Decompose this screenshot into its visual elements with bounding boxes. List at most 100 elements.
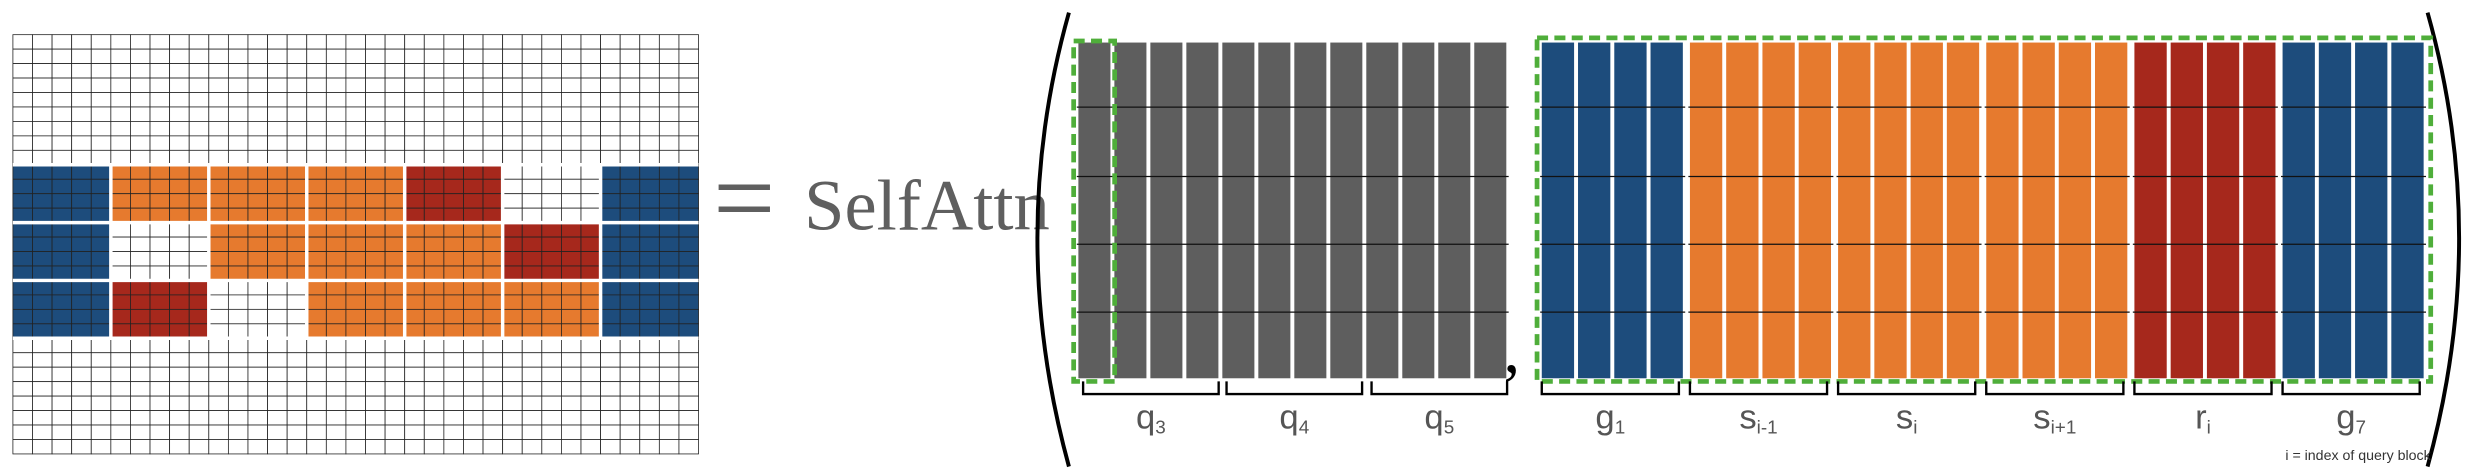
grid-cell [423,308,445,325]
grid-cell [658,236,680,252]
grid-cell [443,352,464,368]
grid-cell [541,135,562,151]
label-sub: i-1 [1757,417,1778,438]
grid-cell [580,337,601,354]
grid-cell [325,236,347,252]
grid-cell [502,236,523,252]
grid-cell [71,265,92,281]
grid-cell [110,424,131,440]
grid-cell [306,121,327,137]
grid-cell [639,106,660,122]
grid-cell [678,63,699,79]
grid-cell [71,77,92,93]
grid-cell [443,424,464,440]
grid-cell [71,178,92,195]
grid-cell [32,366,53,383]
grid-cell [71,48,92,64]
grid-cell [286,207,308,224]
grid-cell [678,439,699,455]
grid-cell [90,236,112,252]
grid-cell [286,439,308,455]
grid-cell [208,164,229,180]
grid-cell [619,352,641,368]
grid-cell [365,77,386,93]
grid-cell [561,381,582,397]
grid-cell [110,410,131,426]
grid-cell [482,337,504,354]
grid-cell [521,366,543,383]
label-base: q [1279,399,1298,437]
grid-cell [580,366,601,383]
grid-cell [12,92,33,108]
grid-cell [208,381,229,397]
grid-cell [12,395,33,411]
grid-cell [188,77,210,93]
grid-cell [502,178,523,195]
grid-cell [580,222,601,238]
grid-cell [247,222,268,238]
grid-cell [600,337,621,354]
grid-cell [443,164,464,180]
grid-cell [110,106,131,122]
grid-cell [502,193,523,209]
grid-cell [600,251,621,267]
grid-cell [678,236,699,252]
key-strip [1578,42,1611,379]
grid-cell [51,308,73,325]
grid-cell [51,280,73,296]
grid-cell [502,294,523,310]
grid-cell [110,48,131,64]
grid-cell [678,164,699,180]
grid-cell [600,439,621,455]
grid-cell [404,135,425,151]
grid-cell [561,251,582,267]
grid-cell [306,323,327,339]
grid-cell [404,121,425,137]
grid-cell [110,337,131,354]
grid-cell [423,352,445,368]
grid-cell [169,337,190,354]
grid-cell [423,381,445,397]
grid-cell [580,323,601,339]
grid-cell [227,366,249,383]
grid-cell [443,236,464,252]
grid-cell [227,164,249,180]
grid-cell [404,395,425,411]
footnote: i = index of query block [2285,448,2431,464]
grid-cell [600,236,621,252]
grid-cell [71,308,92,325]
grid-cell [639,294,660,310]
grid-cell [443,222,464,238]
grid-cell [619,77,641,93]
grid-cell [267,381,288,397]
grid-cell [12,236,33,252]
grid-cell [502,395,523,411]
grid-cell [345,352,366,368]
grid-cell [149,352,171,368]
grid-cell [51,236,73,252]
grid-cell [267,439,288,455]
grid-cell [110,323,131,339]
grid-cell [90,251,112,267]
grid-cell [325,337,347,354]
grid-cell [267,323,288,339]
grid-cell [345,164,366,180]
grid-cell [619,410,641,426]
grid-cell [32,439,53,455]
grid-cell [90,92,112,108]
grid-cell [658,178,680,195]
grid-cell [208,48,229,64]
grid-cell [423,63,445,79]
grid-cell [286,193,308,209]
grid-cell [345,381,366,397]
grid-cell [600,366,621,383]
label-base: g [1595,399,1614,437]
grid-cell [267,222,288,238]
grid-cell [208,106,229,122]
grid-cell [365,381,386,397]
grid-cell [658,135,680,151]
key-strip [1726,42,1759,379]
grid-cell [286,164,308,180]
grid-cell [345,251,366,267]
grid-cell [51,381,73,397]
